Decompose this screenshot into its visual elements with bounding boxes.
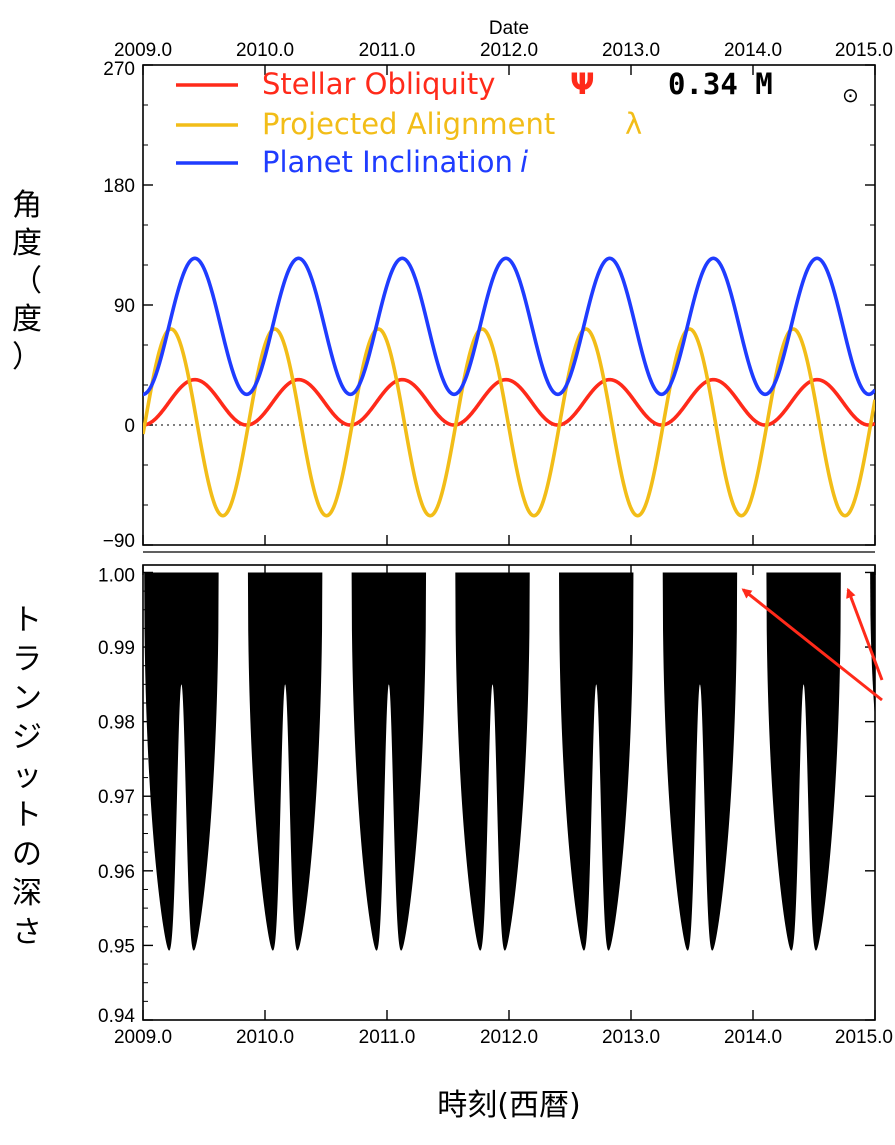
- x-axis-label: 時刻(西暦): [437, 1088, 580, 1123]
- ylabel-char: ）: [12, 340, 42, 375]
- top-x-tick-label: 2013.0: [602, 40, 660, 61]
- top-y-tick-label: −90: [103, 531, 135, 552]
- bottom-y-tick-label: 0.99: [98, 638, 135, 659]
- bottom-x-tick-label: 2014.0: [724, 1027, 782, 1048]
- ylabel-char: 深: [12, 876, 42, 911]
- transit-window-fill: [455, 572, 530, 951]
- transit-window-fill: [870, 572, 875, 719]
- series-line-projected-alignment: [143, 327, 875, 518]
- annotation-arrow: [741, 588, 883, 702]
- bottom-y-tick-label: 0.98: [98, 713, 135, 734]
- ylabel-char: 度: [12, 226, 42, 261]
- transit-window-fill: [247, 572, 323, 951]
- ylabel-char: ッ: [12, 759, 42, 794]
- ylabel-char: 度: [12, 302, 42, 337]
- top-y-tick-label: 180: [103, 176, 135, 197]
- mass-annotation: 0.34 M: [668, 67, 773, 101]
- top-x-tick-label: 2009.0: [114, 40, 172, 61]
- legend-planet-inclination: Planet Inclination i: [176, 145, 528, 179]
- ylabel-char: 角: [12, 188, 42, 223]
- top-x-tick-label: 2015.0: [835, 40, 893, 61]
- bottom-x-tick-label: 2015.0: [835, 1027, 893, 1048]
- legend-label: Projected Alignment: [262, 107, 555, 141]
- transit-window-fill: [662, 572, 738, 951]
- bottom-y-tick-label: 1.00: [98, 565, 135, 586]
- legend-stellar-obliquity: Stellar Obliquity Ψ: [176, 67, 595, 101]
- bottom-y-tick-label: 0.95: [98, 936, 135, 957]
- ylabel-char: ラ: [12, 642, 42, 677]
- bottom-x-tick-label: 2011.0: [359, 1027, 416, 1048]
- bottom-y-tick-label: 0.97: [98, 787, 135, 808]
- series-line-stellar-obliquity: [143, 377, 875, 427]
- transit-fill-group: [144, 572, 875, 951]
- transit-window-fill: [559, 572, 634, 951]
- bottom-x-tick-label: 2010.0: [236, 1027, 294, 1048]
- legend-symbol: λ: [625, 107, 642, 141]
- top-x-tick-label: 2011.0: [359, 40, 416, 61]
- bottom-y-tick-label: 0.96: [98, 862, 135, 883]
- ylabel-char: さ: [12, 915, 42, 950]
- transit-window-fill: [144, 572, 219, 951]
- solar-mass-symbol: ⊙: [842, 85, 859, 107]
- top-y-tick-label: 90: [114, 296, 135, 317]
- bottom-x-tick-label: 2009.0: [114, 1027, 172, 1048]
- transit-window-fill: [351, 572, 427, 951]
- top-x-tick-label: 2014.0: [724, 40, 782, 61]
- series-line-planet-inclination: [143, 256, 875, 397]
- bottom-y-tick-label: 0.94: [98, 1006, 135, 1027]
- bottom-x-tick-label: 2012.0: [480, 1027, 538, 1048]
- ylabel-char: の: [12, 837, 42, 872]
- top-y-axis-label: 角度（度）: [12, 188, 42, 375]
- annotation-arrow: [846, 587, 884, 681]
- transit-window-fill: [766, 572, 841, 951]
- legend-label: Planet Inclination: [262, 145, 513, 179]
- top-y-tick-label: 0: [124, 416, 135, 437]
- legend-label: Stellar Obliquity: [262, 67, 495, 101]
- ylabel-char: （: [12, 264, 42, 299]
- legend-projected-alignment: Projected Alignment λ: [176, 107, 642, 141]
- top-series-group: [143, 256, 875, 518]
- legend-symbol: i: [520, 145, 528, 179]
- top-x-tick-label: 2012.0: [480, 40, 538, 61]
- ylabel-char: ト: [12, 603, 42, 638]
- ylabel-char: ジ: [12, 720, 42, 755]
- top-x-tick-label: 2010.0: [236, 40, 294, 61]
- ylabel-char: ン: [12, 681, 42, 716]
- top-axis-title: Date: [489, 18, 529, 39]
- ylabel-char: ト: [12, 798, 42, 833]
- legend-symbol: Ψ: [570, 67, 595, 101]
- top-y-tick-label: 270: [103, 59, 135, 80]
- bottom-x-tick-label: 2013.0: [602, 1027, 660, 1048]
